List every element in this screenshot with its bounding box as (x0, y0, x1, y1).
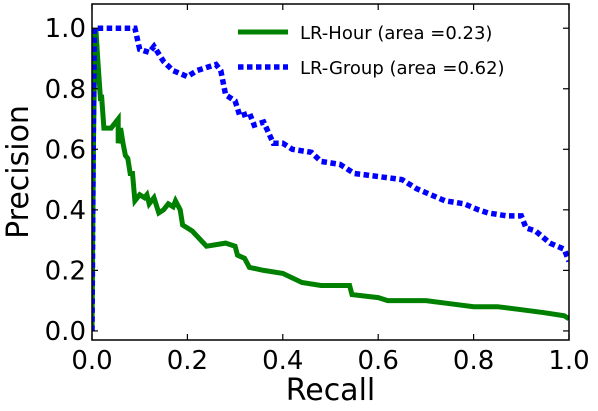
x-tick-label: 0.4 (262, 346, 303, 376)
legend-label-2: LR-Group (area =0.62) (300, 58, 505, 79)
y-axis-label: Precision (1, 105, 36, 239)
legend: LR-Hour (area =0.23) LR-Group (area =0.62… (238, 23, 505, 79)
legend-label-1: LR-Hour (area =0.23) (300, 23, 492, 44)
x-axis-label: Recall (286, 373, 376, 408)
series-line-1 (92, 27, 569, 331)
y-tick-label: 0.2 (45, 256, 86, 286)
plot-frame (91, 3, 570, 341)
x-tick-label: 0.2 (167, 346, 208, 376)
ticks-layer: 0.0 0.2 0.4 0.6 0.8 1.0 0.0 0.2 0.4 0.6 0.8 1.0 (45, 4, 590, 376)
y-tick-label: 0.6 (45, 135, 86, 165)
series-layer (92, 25, 569, 331)
x-tick-label: 0.6 (358, 346, 399, 376)
x-tick-label: 1.0 (548, 346, 589, 376)
series-line-2 (92, 25, 569, 331)
y-tick-label: 0.4 (45, 196, 86, 226)
x-tick-label: 0.0 (71, 346, 112, 376)
x-tick-label: 0.8 (453, 346, 494, 376)
y-tick-label: 0.0 (45, 317, 86, 347)
y-tick-label: 0.8 (45, 75, 86, 105)
y-tick-label: 1.0 (45, 14, 86, 44)
